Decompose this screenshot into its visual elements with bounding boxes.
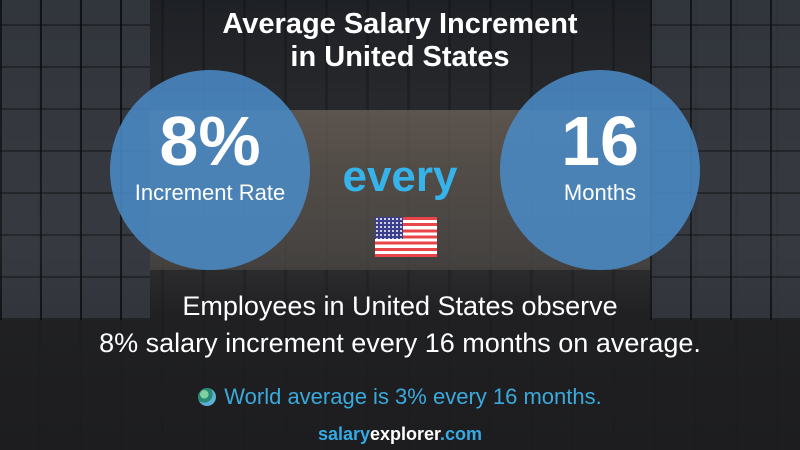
title-line-1: Average Salary Increment: [222, 8, 578, 40]
increment-rate-circle: 8% Increment Rate: [110, 70, 310, 270]
page-title: Average Salary Increment in United State…: [0, 8, 800, 74]
period-label: Months: [563, 180, 637, 205]
brand-part-explorer: explorer: [370, 424, 441, 444]
globe-icon: [198, 388, 217, 406]
period-value: 16: [561, 102, 639, 180]
world-average-note: World average is 3% every 16 months.: [0, 384, 800, 410]
world-average-text: World average is 3% every 16 months.: [224, 384, 602, 409]
period-circle: 16 Months: [500, 70, 700, 270]
description-line-2: 8% salary increment every 16 months on a…: [99, 328, 701, 358]
increment-rate-value: 8%: [159, 102, 261, 180]
description: Employees in United States observe 8% sa…: [0, 288, 800, 362]
title-line-2: in United States: [290, 41, 510, 73]
increment-rate-label: Increment Rate: [134, 180, 286, 205]
brand-part-salary: salary: [317, 424, 370, 444]
brand-logo[interactable]: salaryexplorer.com: [0, 424, 800, 445]
flag-canton: [375, 217, 403, 239]
brand-part-com: .com: [440, 424, 483, 444]
every-label: every: [342, 152, 458, 201]
description-line-1: Employees in United States observe: [182, 291, 618, 321]
us-flag-icon: [375, 217, 437, 257]
